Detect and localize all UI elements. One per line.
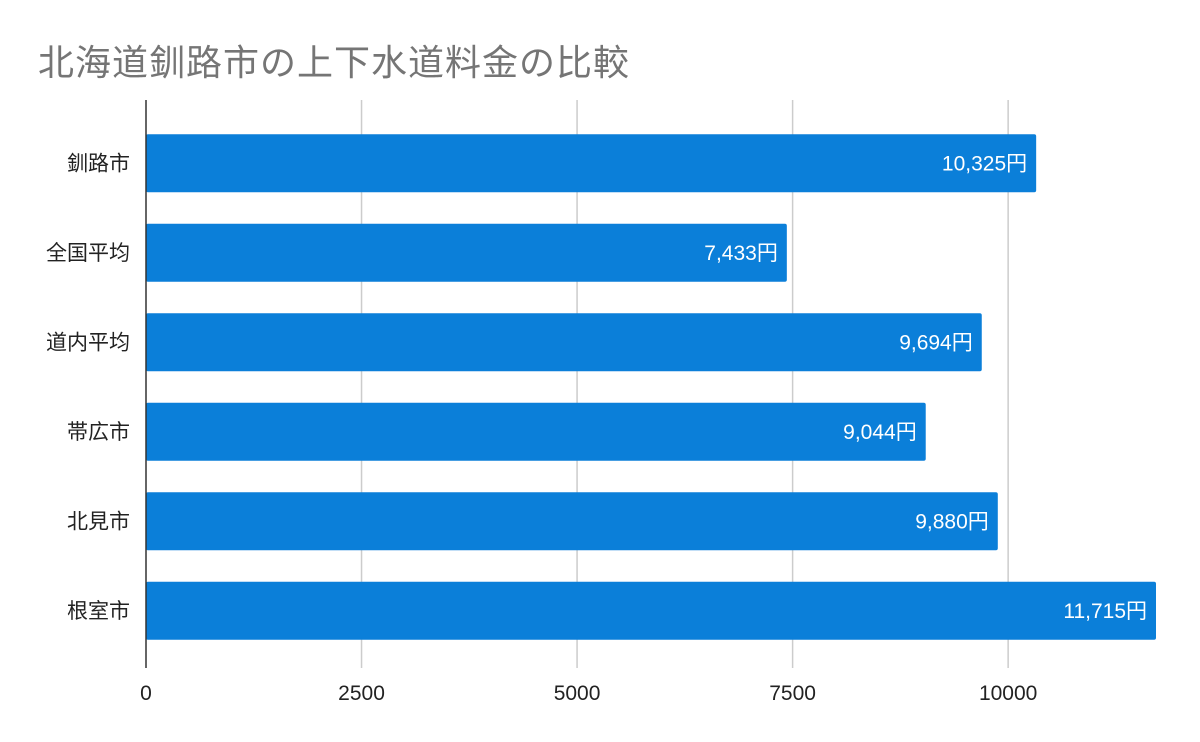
chart-title: 北海道釧路市の上下水道料金の比較 <box>38 43 631 84</box>
category-label: 帯広市 <box>67 420 130 444</box>
x-tick-label: 5000 <box>554 682 601 705</box>
bar <box>146 492 998 551</box>
x-tick-label: 7500 <box>769 682 816 705</box>
category-label: 全国平均 <box>46 241 130 265</box>
x-tick-label: 0 <box>140 682 152 705</box>
bar <box>146 581 1156 640</box>
data-label: 7,433円 <box>704 242 778 265</box>
data-label: 11,715円 <box>1063 600 1147 623</box>
gridlines <box>360 100 1009 668</box>
data-label: 9,694円 <box>899 331 973 354</box>
data-label: 9,044円 <box>843 421 917 444</box>
category-label: 根室市 <box>67 599 130 623</box>
data-labels: 10,325円 7,433円 9,694円 9,044円 9,880円 11,715円 <box>704 152 1147 623</box>
bar <box>146 313 982 372</box>
x-tick-label: 10000 <box>979 682 1037 705</box>
data-label: 9,880円 <box>915 510 989 533</box>
category-label: 釧路市 <box>67 151 130 175</box>
bar <box>146 402 926 461</box>
bars <box>146 134 1156 640</box>
category-label: 道内平均 <box>46 330 130 354</box>
bar <box>146 134 1037 193</box>
bar <box>146 223 787 282</box>
x-axis-ticks: 0 2500 5000 7500 10000 <box>140 682 1037 705</box>
category-label: 北見市 <box>67 509 130 533</box>
data-label: 10,325円 <box>942 152 1027 175</box>
x-tick-label: 2500 <box>338 682 385 705</box>
